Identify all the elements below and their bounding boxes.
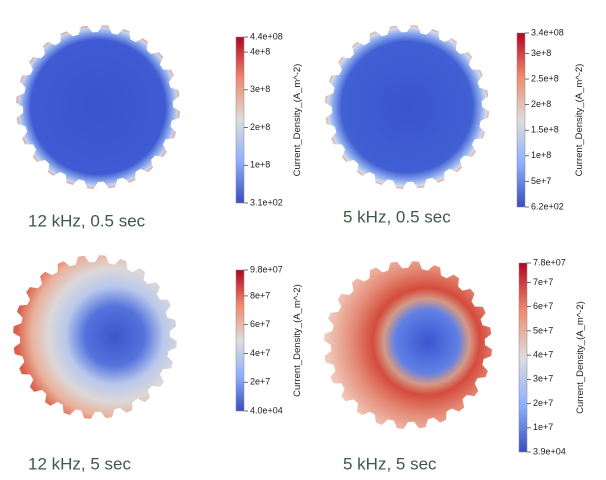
colorbar	[235, 269, 245, 412]
field-plot	[13, 255, 177, 419]
tick-label: 4.0e+04	[250, 405, 283, 415]
tick-label: 2e+7	[250, 377, 270, 387]
colorbar-title: Current_Density_(A_m^-2)	[292, 64, 303, 177]
tick-label: 3.1e+02	[250, 197, 283, 207]
tick-label: 2e+8	[250, 122, 270, 132]
tick-label: 4.4e+08	[250, 31, 283, 41]
caption: 5 kHz, 0.5 sec	[343, 207, 451, 226]
field-plot	[16, 25, 180, 189]
tick-label: 8e+7	[250, 290, 270, 300]
colorbar	[516, 32, 526, 208]
tick-label: 3e+8	[250, 84, 270, 94]
tick-label: 6.2e+02	[531, 201, 564, 211]
tick-label: 9.8e+07	[250, 264, 283, 274]
tick-label: 2e+8	[531, 99, 551, 109]
colorbar-title: Current_Density_(A_m^-2)	[574, 64, 585, 177]
caption: 5 kHz, 5 sec	[343, 454, 437, 473]
field-plot	[324, 261, 492, 429]
tick-label: 5e+7	[533, 325, 553, 335]
colorbar	[518, 262, 528, 453]
tick-label: 3.9e+04	[533, 446, 566, 456]
tick-label: 7.8e+07	[533, 257, 566, 267]
tick-label: 4e+7	[533, 349, 553, 359]
tick-label: 3e+8	[531, 48, 551, 58]
tick-label: 1.5e+8	[531, 125, 559, 135]
colorbar-title: Current_Density_(A_m^-2)	[292, 284, 303, 397]
tick-label: 3.4e+08	[531, 27, 564, 37]
tick-label: 6e+7	[533, 301, 553, 311]
tick-label: 4e+7	[250, 348, 270, 358]
colorbar	[235, 36, 245, 204]
tick-label: 2.5e+8	[531, 73, 559, 83]
tick-label: 1e+8	[250, 160, 270, 170]
field-plot	[325, 25, 489, 189]
tick-label: 4e+8	[250, 46, 270, 56]
tick-label: 6e+7	[250, 319, 270, 329]
tick-label: 1e+7	[533, 422, 553, 432]
tick-label: 2e+7	[533, 398, 553, 408]
caption: 12 kHz, 5 sec	[28, 454, 131, 473]
tick-label: 5e+7	[531, 176, 551, 186]
tick-label: 7e+7	[533, 277, 553, 287]
caption: 12 kHz, 0.5 sec	[28, 211, 146, 230]
tick-label: 3e+7	[533, 374, 553, 384]
colorbar-title: Current_Density_(A_m^-2)	[575, 301, 586, 414]
tick-label: 1e+8	[531, 150, 551, 160]
